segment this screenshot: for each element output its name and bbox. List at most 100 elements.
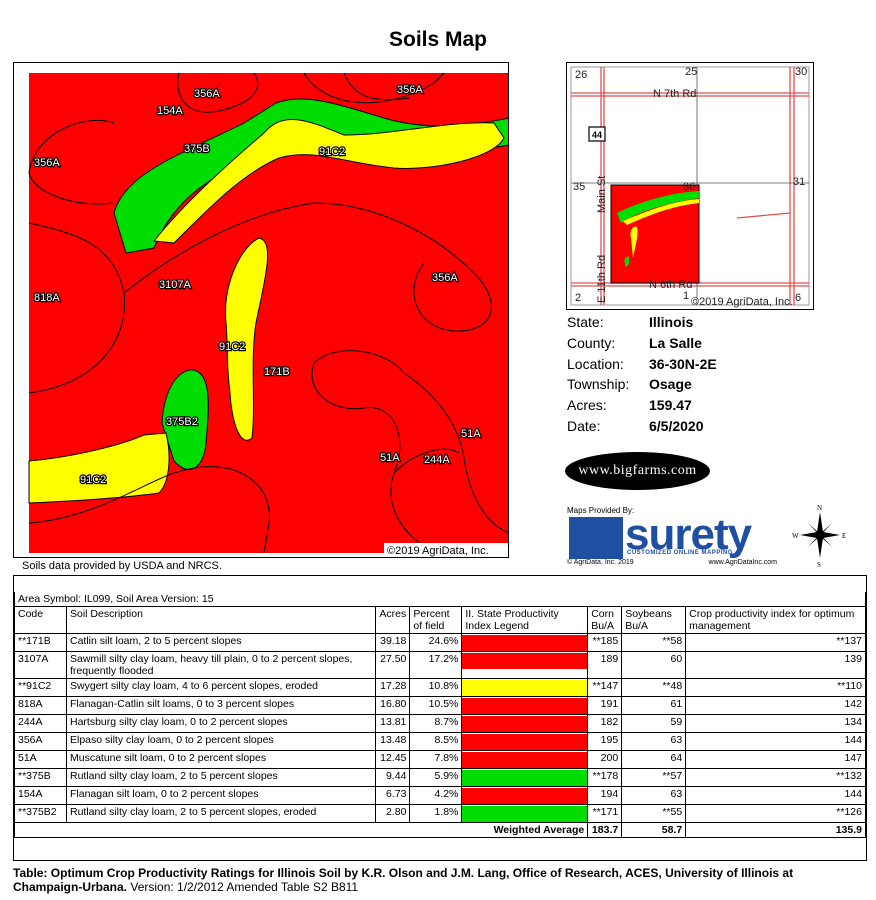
- section-25: 25: [685, 66, 697, 78]
- surety-copyline: © AgriData, Inc. 2019 www.AgriDataInc.co…: [567, 559, 777, 566]
- row-soybeans: 59: [621, 714, 687, 733]
- location-yellow: [623, 199, 699, 225]
- soils-table-frame: Area Symbol: IL099, Soil Area Version: 1…: [13, 575, 867, 861]
- row-acres: 12.45: [375, 750, 411, 769]
- row-corn: 194: [587, 786, 623, 805]
- map-label-356a-top: 356A: [194, 88, 220, 100]
- surety-wordmark: surety: [625, 510, 752, 559]
- legend-swatch: [462, 770, 588, 786]
- soil-375b2-region: [161, 369, 209, 470]
- caption-bold: Table: Optimum Crop Productivity Ratings…: [13, 866, 794, 894]
- soil-91c2-mid-region: [224, 237, 269, 441]
- row-soybeans: 63: [621, 786, 687, 805]
- row-acres: 27.50: [375, 651, 411, 679]
- acres-value: 159.47: [649, 397, 692, 414]
- row-description: Elpaso silty clay loam, 0 to 2 percent s…: [65, 732, 377, 751]
- location-green: [617, 191, 699, 223]
- map-label-818a: 818A: [34, 292, 60, 304]
- township-label: Township:: [567, 376, 630, 393]
- page-title: Soils Map: [388, 28, 488, 51]
- row-code: **375B: [14, 768, 67, 787]
- legend-swatch: [462, 635, 588, 651]
- legend-swatch: [462, 752, 588, 768]
- row-legend: [461, 804, 589, 823]
- surety-url: www.AgriDataInc.com: [708, 559, 777, 566]
- surety-copyright: © AgriData, Inc. 2019: [567, 559, 634, 566]
- row-percent: 24.6%: [409, 633, 463, 652]
- row-description: Swygert silty clay loam, 4 to 6 percent …: [65, 678, 377, 697]
- row-soybeans: 63: [621, 732, 687, 751]
- weighted-corn: 183.7: [587, 822, 623, 838]
- row-code: **91C2: [14, 678, 67, 697]
- map-label-91c2-bottom: 91C2: [80, 474, 106, 486]
- section-26: 26: [575, 69, 587, 81]
- row-cpi: **132: [685, 768, 866, 787]
- row-code: 818A: [14, 696, 67, 715]
- map-label-375b2: 375B2: [166, 416, 198, 428]
- row-legend: [461, 696, 589, 715]
- soils-map[interactable]: 154A 356A 356A 375B 91C2 356A 818A 3107A…: [13, 62, 509, 558]
- row-corn: 191: [587, 696, 623, 715]
- map-label-356a-topright: 356A: [397, 84, 423, 96]
- location-label: Location:: [567, 355, 624, 372]
- weighted-soy: 58.7: [621, 822, 687, 838]
- county-value: La Salle: [649, 334, 702, 351]
- map-label-3107a: 3107A: [159, 279, 191, 291]
- row-corn: 182: [587, 714, 623, 733]
- row-cpi: 144: [685, 732, 866, 751]
- row-soybeans: **58: [621, 633, 687, 652]
- row-legend: [461, 750, 589, 769]
- section-1: 1: [683, 290, 689, 302]
- map-label-356a-right: 356A: [432, 272, 458, 284]
- location-map[interactable]: 44 26 25 30 35 36 31 2 1 6 N 7th Rd N 6t…: [566, 62, 814, 310]
- row-legend: [461, 768, 589, 787]
- row-code: **375B2: [14, 804, 67, 823]
- row-cpi: **110: [685, 678, 866, 697]
- table-caption: Table: Optimum Crop Productivity Ratings…: [13, 866, 863, 894]
- row-description: Rutland silty clay loam, 2 to 5 percent …: [65, 804, 377, 823]
- header-description: Soil Description: [65, 606, 377, 634]
- map-label-51a-right: 51A: [461, 428, 481, 440]
- row-legend: [461, 651, 589, 679]
- map-label-171b: 171B: [264, 366, 290, 378]
- surety-logo[interactable]: Maps Provided By: surety CUSTOMIZED ONLI…: [567, 506, 777, 566]
- row-cpi: 142: [685, 696, 866, 715]
- table-row: 154A Flanagan silt loam, 0 to 2 percent s…: [14, 786, 866, 805]
- field-info: State: Illinois County: La Salle Location:…: [567, 312, 717, 437]
- row-acres: 2.80: [375, 804, 411, 823]
- row-description: Flanagan-Catlin silt loams, 0 to 3 perce…: [65, 696, 377, 715]
- row-percent: 10.5%: [409, 696, 463, 715]
- compass-e: E: [842, 532, 846, 540]
- location-map-canvas: 44 26 25 30 35 36 31 2 1 6 N 7th Rd N 6t…: [570, 66, 810, 308]
- road-label-n7th: N 7th Rd: [653, 88, 696, 100]
- map-label-51a-mid: 51A: [380, 452, 400, 464]
- table-spacer: [14, 576, 866, 592]
- row-percent: 4.2%: [409, 786, 463, 805]
- table-body: **171B Catlin silt loam, 2 to 5 percent s…: [14, 633, 866, 823]
- caption-rest: Version: 1/2/2012 Amended Table S2 B811: [127, 880, 359, 894]
- map-label-356a-left: 356A: [34, 157, 60, 169]
- row-acres: 16.80: [375, 696, 411, 715]
- maps-provided-by: Maps Provided By:: [567, 506, 635, 515]
- compass-n: N: [817, 504, 822, 512]
- row-code: **171B: [14, 633, 67, 652]
- row-acres: 13.81: [375, 714, 411, 733]
- road-label-main-st: Main St: [596, 176, 608, 213]
- legend-swatch: [462, 653, 588, 669]
- row-legend: [461, 633, 589, 652]
- header-legend: II. State Productivity Index Legend: [461, 606, 589, 634]
- section-6: 6: [795, 292, 801, 304]
- table-row: 356A Elpaso silty clay loam, 0 to 2 perce…: [14, 732, 866, 751]
- bigfarms-logo[interactable]: www.bigfarms.com: [565, 452, 710, 490]
- row-acres: 6.73: [375, 786, 411, 805]
- row-percent: 5.9%: [409, 768, 463, 787]
- table-row: 3107A Sawmill silty clay loam, heavy till…: [14, 651, 866, 679]
- soil-boundaries: [28, 72, 508, 554]
- location-copyright: ©2019 AgriData, Inc.: [691, 296, 793, 308]
- section-35: 35: [573, 181, 585, 193]
- row-corn: 189: [587, 651, 623, 679]
- row-acres: 39.18: [375, 633, 411, 652]
- row-description: Sawmill silty clay loam, heavy till plai…: [65, 651, 377, 679]
- surety-tagline: CUSTOMIZED ONLINE MAPPING: [627, 550, 734, 556]
- map-label-244a: 244A: [424, 454, 450, 466]
